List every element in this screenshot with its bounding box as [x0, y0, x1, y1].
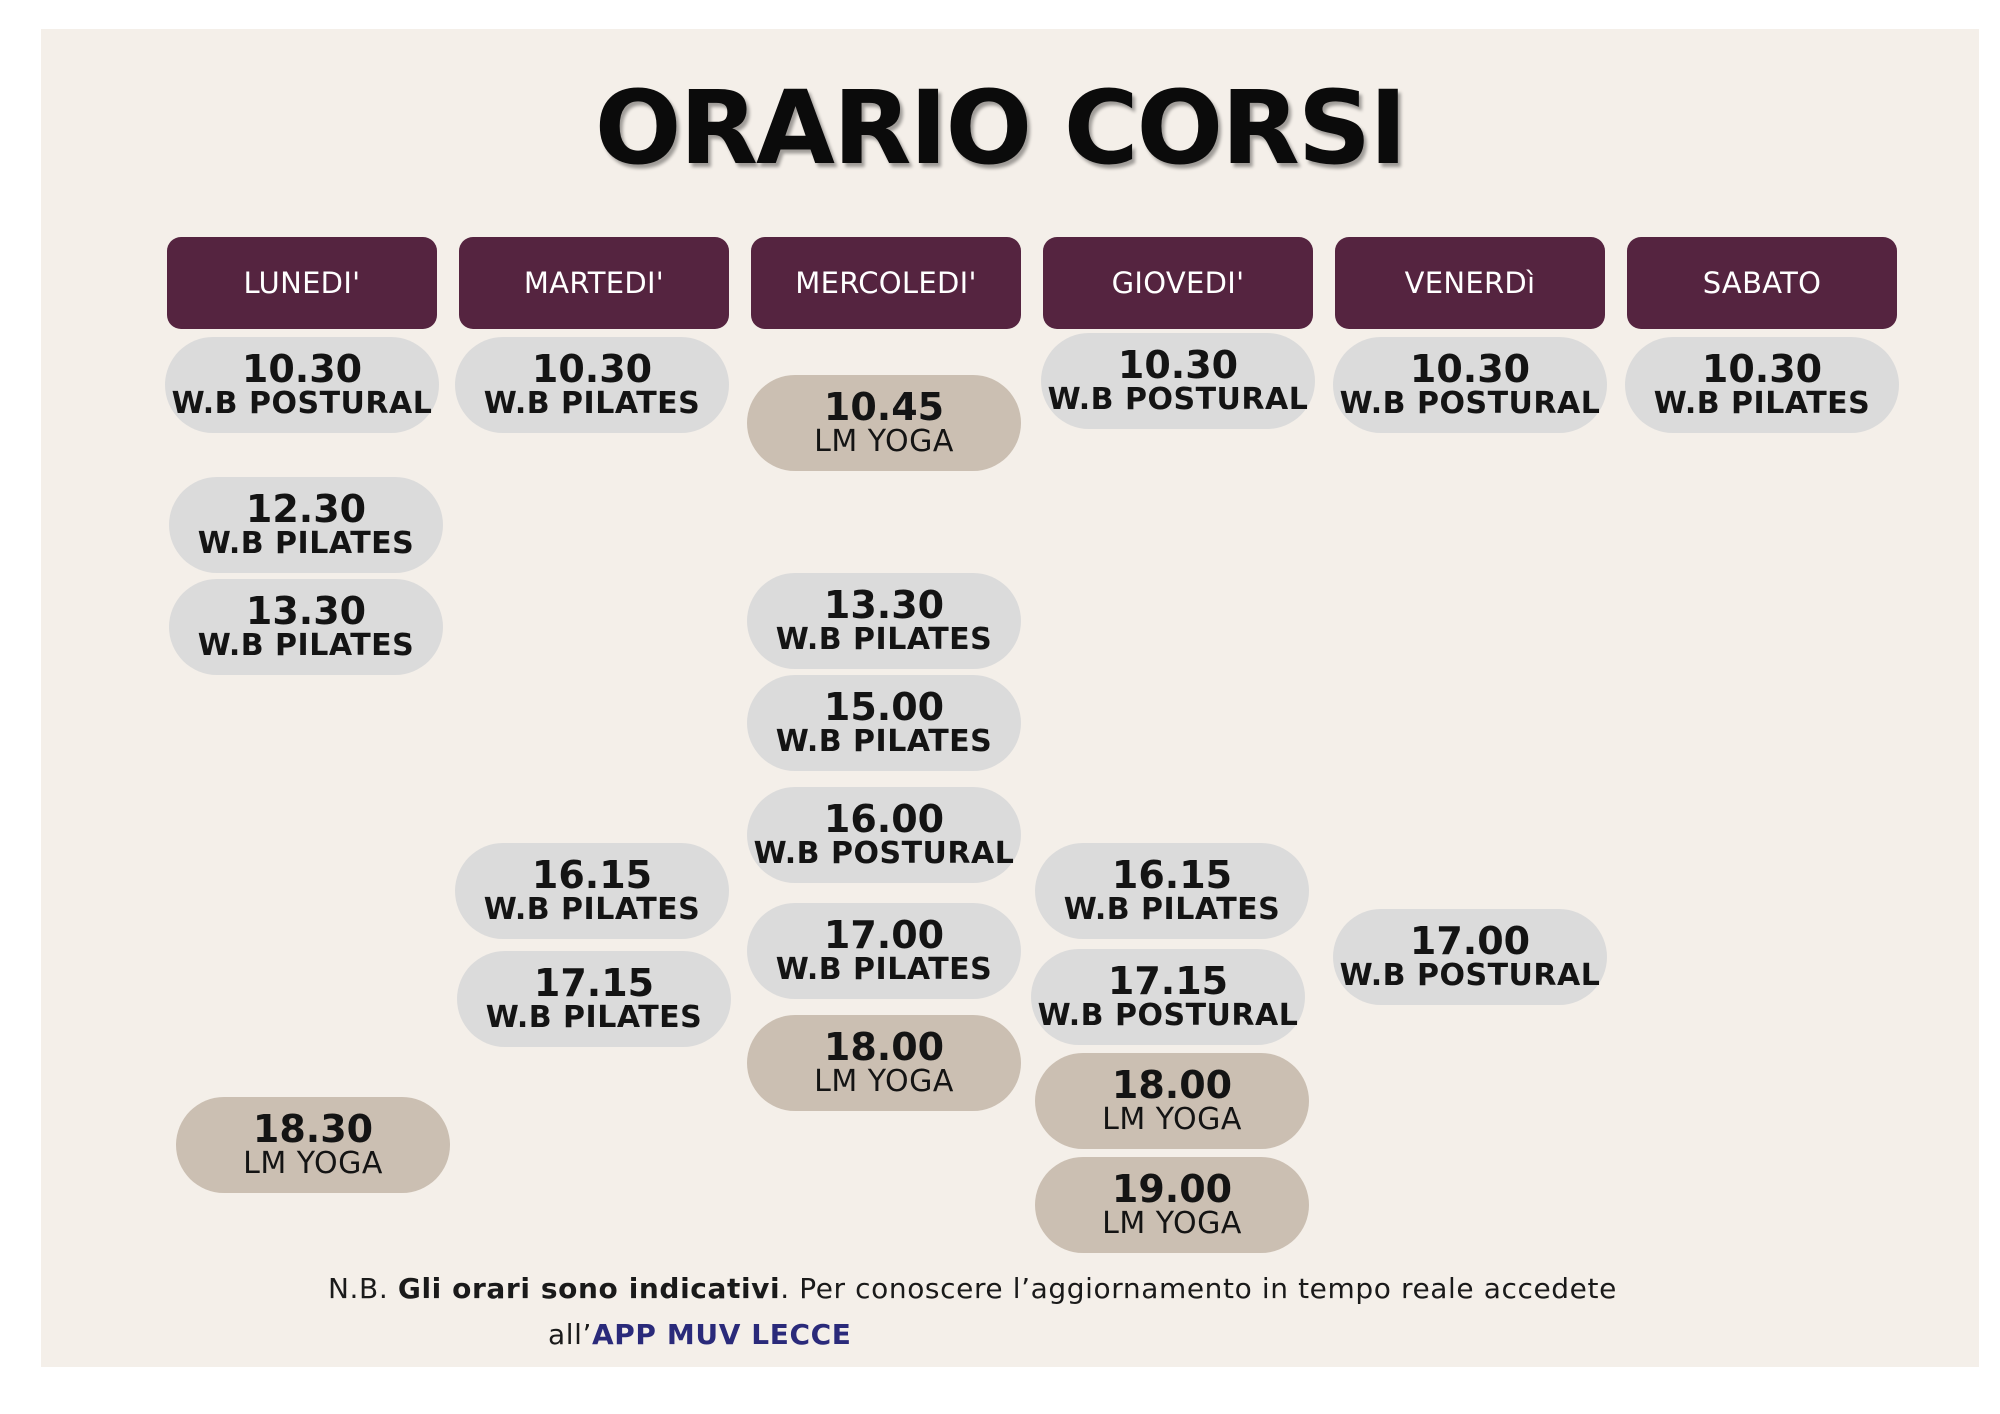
class-slot: 17.15 W.B PILATES: [457, 951, 731, 1047]
slot-time: 13.30: [823, 583, 945, 628]
slot-time: 10.30: [1409, 347, 1531, 392]
class-slot: 13.30 W.B PILATES: [169, 579, 443, 675]
class-slot: 10.30 W.B PILATES: [455, 337, 729, 433]
slot-course: W.B PILATES: [1063, 892, 1281, 928]
day-header-mercoledi: MERCOLEDI': [751, 237, 1021, 329]
class-slot: 10.30 W.B POSTURAL: [1333, 337, 1607, 433]
slot-course: LM YOGA: [1102, 1102, 1242, 1138]
class-slot: 19.00 LM YOGA: [1035, 1157, 1309, 1253]
slot-time: 16.00: [823, 797, 945, 842]
class-slot: 17.15 W.B POSTURAL: [1031, 949, 1305, 1045]
slot-time: 17.00: [823, 913, 945, 958]
slot-time: 15.00: [823, 685, 945, 730]
app-name: APP MUV LECCE: [592, 1318, 852, 1351]
class-slot: 16.00 W.B POSTURAL: [747, 787, 1021, 883]
slot-course: W.B PILATES: [197, 628, 415, 664]
day-header-giovedi: GIOVEDI': [1043, 237, 1313, 329]
day-header-sabato: SABATO: [1627, 237, 1897, 329]
class-slot: 16.15 W.B PILATES: [1035, 843, 1309, 939]
class-slot: 10.45 LM YOGA: [747, 375, 1021, 471]
slot-course: W.B POSTURAL: [171, 386, 433, 422]
slot-time: 10.30: [531, 347, 653, 392]
slot-course: W.B POSTURAL: [753, 836, 1015, 872]
slot-time: 16.15: [1111, 853, 1233, 898]
class-slot: 16.15 W.B PILATES: [455, 843, 729, 939]
footer-note: N.B. Gli orari sono indicativi. Per cono…: [328, 1272, 1617, 1305]
note-prefix: N.B.: [328, 1272, 398, 1305]
class-slot: 10.30 W.B PILATES: [1625, 337, 1899, 433]
slot-time: 18.30: [252, 1107, 374, 1152]
slot-course: W.B PILATES: [775, 622, 993, 658]
day-header-martedi: MARTEDI': [459, 237, 729, 329]
slot-course: W.B PILATES: [485, 1000, 703, 1036]
slot-course: W.B PILATES: [483, 892, 701, 928]
slot-time: 10.30: [1701, 347, 1823, 392]
class-slot: 10.30 W.B POSTURAL: [1041, 333, 1315, 429]
slot-course: W.B PILATES: [483, 386, 701, 422]
slot-course: W.B PILATES: [1653, 386, 1871, 422]
class-slot: 12.30 W.B PILATES: [169, 477, 443, 573]
slot-time: 19.00: [1111, 1167, 1233, 1212]
slot-course: LM YOGA: [1102, 1206, 1242, 1242]
slot-time: 18.00: [823, 1025, 945, 1070]
slot-time: 17.00: [1409, 919, 1531, 964]
slot-time: 10.45: [823, 385, 945, 430]
class-slot: 17.00 W.B POSTURAL: [1333, 909, 1607, 1005]
note-bold: Gli orari sono indicativi: [397, 1272, 781, 1305]
note-line2-prefix: all’: [548, 1318, 593, 1351]
class-slot: 17.00 W.B PILATES: [747, 903, 1021, 999]
class-slot: 18.30 LM YOGA: [176, 1097, 450, 1193]
note-rest: . Per conoscere l’aggiornamento in tempo…: [780, 1272, 1617, 1305]
footer-note-line2: all’APP MUV LECCE: [548, 1318, 852, 1351]
slot-course: W.B POSTURAL: [1037, 998, 1299, 1034]
slot-course: LM YOGA: [243, 1146, 383, 1182]
class-slot: 18.00 LM YOGA: [1035, 1053, 1309, 1149]
slot-course: W.B PILATES: [197, 526, 415, 562]
class-slot: 18.00 LM YOGA: [747, 1015, 1021, 1111]
day-header-lunedi: LUNEDI': [167, 237, 437, 329]
slot-time: 13.30: [245, 589, 367, 634]
class-slot: 15.00 W.B PILATES: [747, 675, 1021, 771]
slot-time: 18.00: [1111, 1063, 1233, 1108]
slot-time: 17.15: [1107, 959, 1229, 1004]
slot-course: W.B POSTURAL: [1047, 382, 1309, 418]
slot-course: W.B PILATES: [775, 952, 993, 988]
slot-course: LM YOGA: [814, 424, 954, 460]
slot-time: 16.15: [531, 853, 653, 898]
page-title: ORARIO CORSI: [594, 69, 1407, 188]
slot-time: 17.15: [533, 961, 655, 1006]
slot-time: 10.30: [241, 347, 363, 392]
slot-course: LM YOGA: [814, 1064, 954, 1100]
slot-course: W.B POSTURAL: [1339, 958, 1601, 994]
slot-course: W.B POSTURAL: [1339, 386, 1601, 422]
slot-course: W.B PILATES: [775, 724, 993, 760]
class-slot: 13.30 W.B PILATES: [747, 573, 1021, 669]
day-header-venerdi: VENERDì: [1335, 237, 1605, 329]
slot-time: 10.30: [1117, 343, 1239, 388]
class-slot: 10.30 W.B POSTURAL: [165, 337, 439, 433]
slot-time: 12.30: [245, 487, 367, 532]
